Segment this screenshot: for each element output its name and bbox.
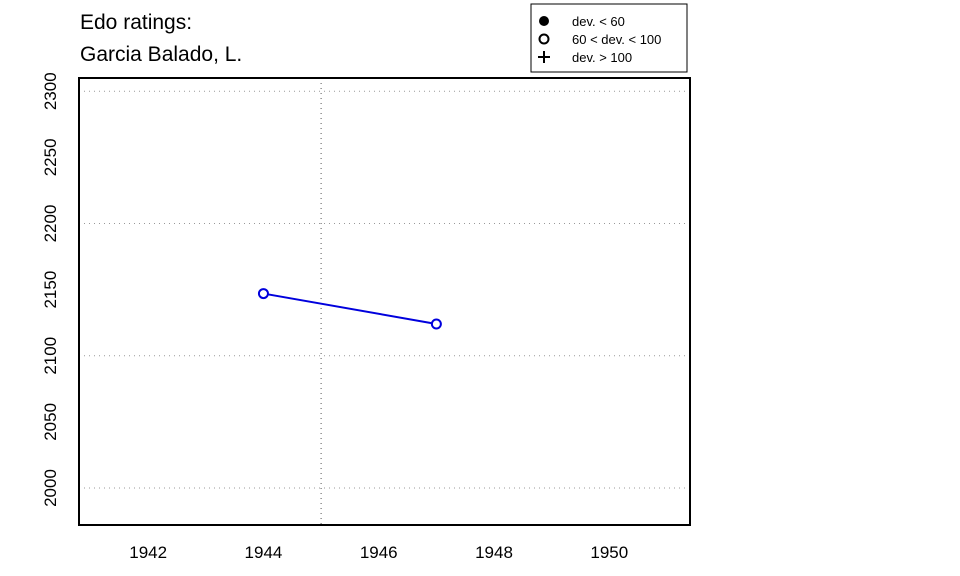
legend-marker-filled-circle [539, 16, 549, 26]
x-tick-label: 1944 [245, 543, 283, 562]
legend-label: dev. > 100 [572, 50, 632, 65]
chart-title-line-2: Garcia Balado, L. [80, 43, 242, 66]
legend: dev. < 60 60 < dev. < 100 dev. > 100 [530, 3, 688, 73]
x-tick-label: 1946 [360, 543, 398, 562]
x-tick-label: 1948 [475, 543, 513, 562]
y-tick-label: 2200 [41, 205, 60, 243]
x-tick-label: 1950 [590, 543, 628, 562]
chart-title-line-1: Edo ratings: [80, 11, 192, 34]
y-axis: 2000 2050 2100 2150 2200 2250 2300 [41, 72, 60, 507]
y-tick-label: 2150 [41, 271, 60, 309]
legend-label: 60 < dev. < 100 [572, 32, 661, 47]
legend-marker-open-circle [538, 33, 550, 45]
y-tick-label: 2300 [41, 72, 60, 110]
grid-lines [79, 78, 690, 525]
y-tick-label: 2000 [41, 469, 60, 507]
data-point [430, 318, 442, 330]
legend-marker-plus [538, 51, 550, 63]
series-line [263, 292, 437, 325]
y-tick-label: 2100 [41, 337, 60, 375]
x-tick-label: 1942 [129, 543, 167, 562]
data-point [257, 288, 269, 300]
legend-box [530, 3, 688, 73]
y-tick-label: 2250 [41, 138, 60, 176]
legend-label: dev. < 60 [572, 14, 625, 29]
x-axis: 1942 1944 1946 1948 1950 [129, 543, 628, 562]
plot-frame [78, 77, 691, 526]
y-tick-label: 2050 [41, 403, 60, 441]
series-group [257, 288, 442, 330]
